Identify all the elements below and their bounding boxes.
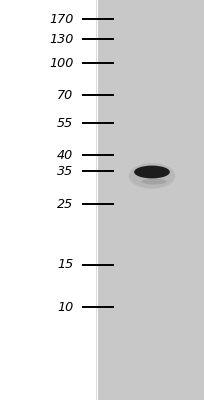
Text: 130: 130 bbox=[49, 33, 73, 46]
Text: 40: 40 bbox=[57, 149, 73, 162]
Ellipse shape bbox=[129, 163, 175, 189]
Ellipse shape bbox=[142, 179, 166, 184]
Text: 170: 170 bbox=[49, 13, 73, 26]
Text: 35: 35 bbox=[57, 165, 73, 178]
Bar bbox=[0, 0, 98, 400]
Text: 10: 10 bbox=[57, 301, 73, 314]
Text: 55: 55 bbox=[57, 117, 73, 130]
Text: 100: 100 bbox=[49, 57, 73, 70]
Text: 70: 70 bbox=[57, 89, 73, 102]
Ellipse shape bbox=[134, 166, 170, 178]
Bar bbox=[96, 0, 204, 400]
Text: 25: 25 bbox=[57, 198, 73, 210]
Text: 15: 15 bbox=[57, 258, 73, 271]
